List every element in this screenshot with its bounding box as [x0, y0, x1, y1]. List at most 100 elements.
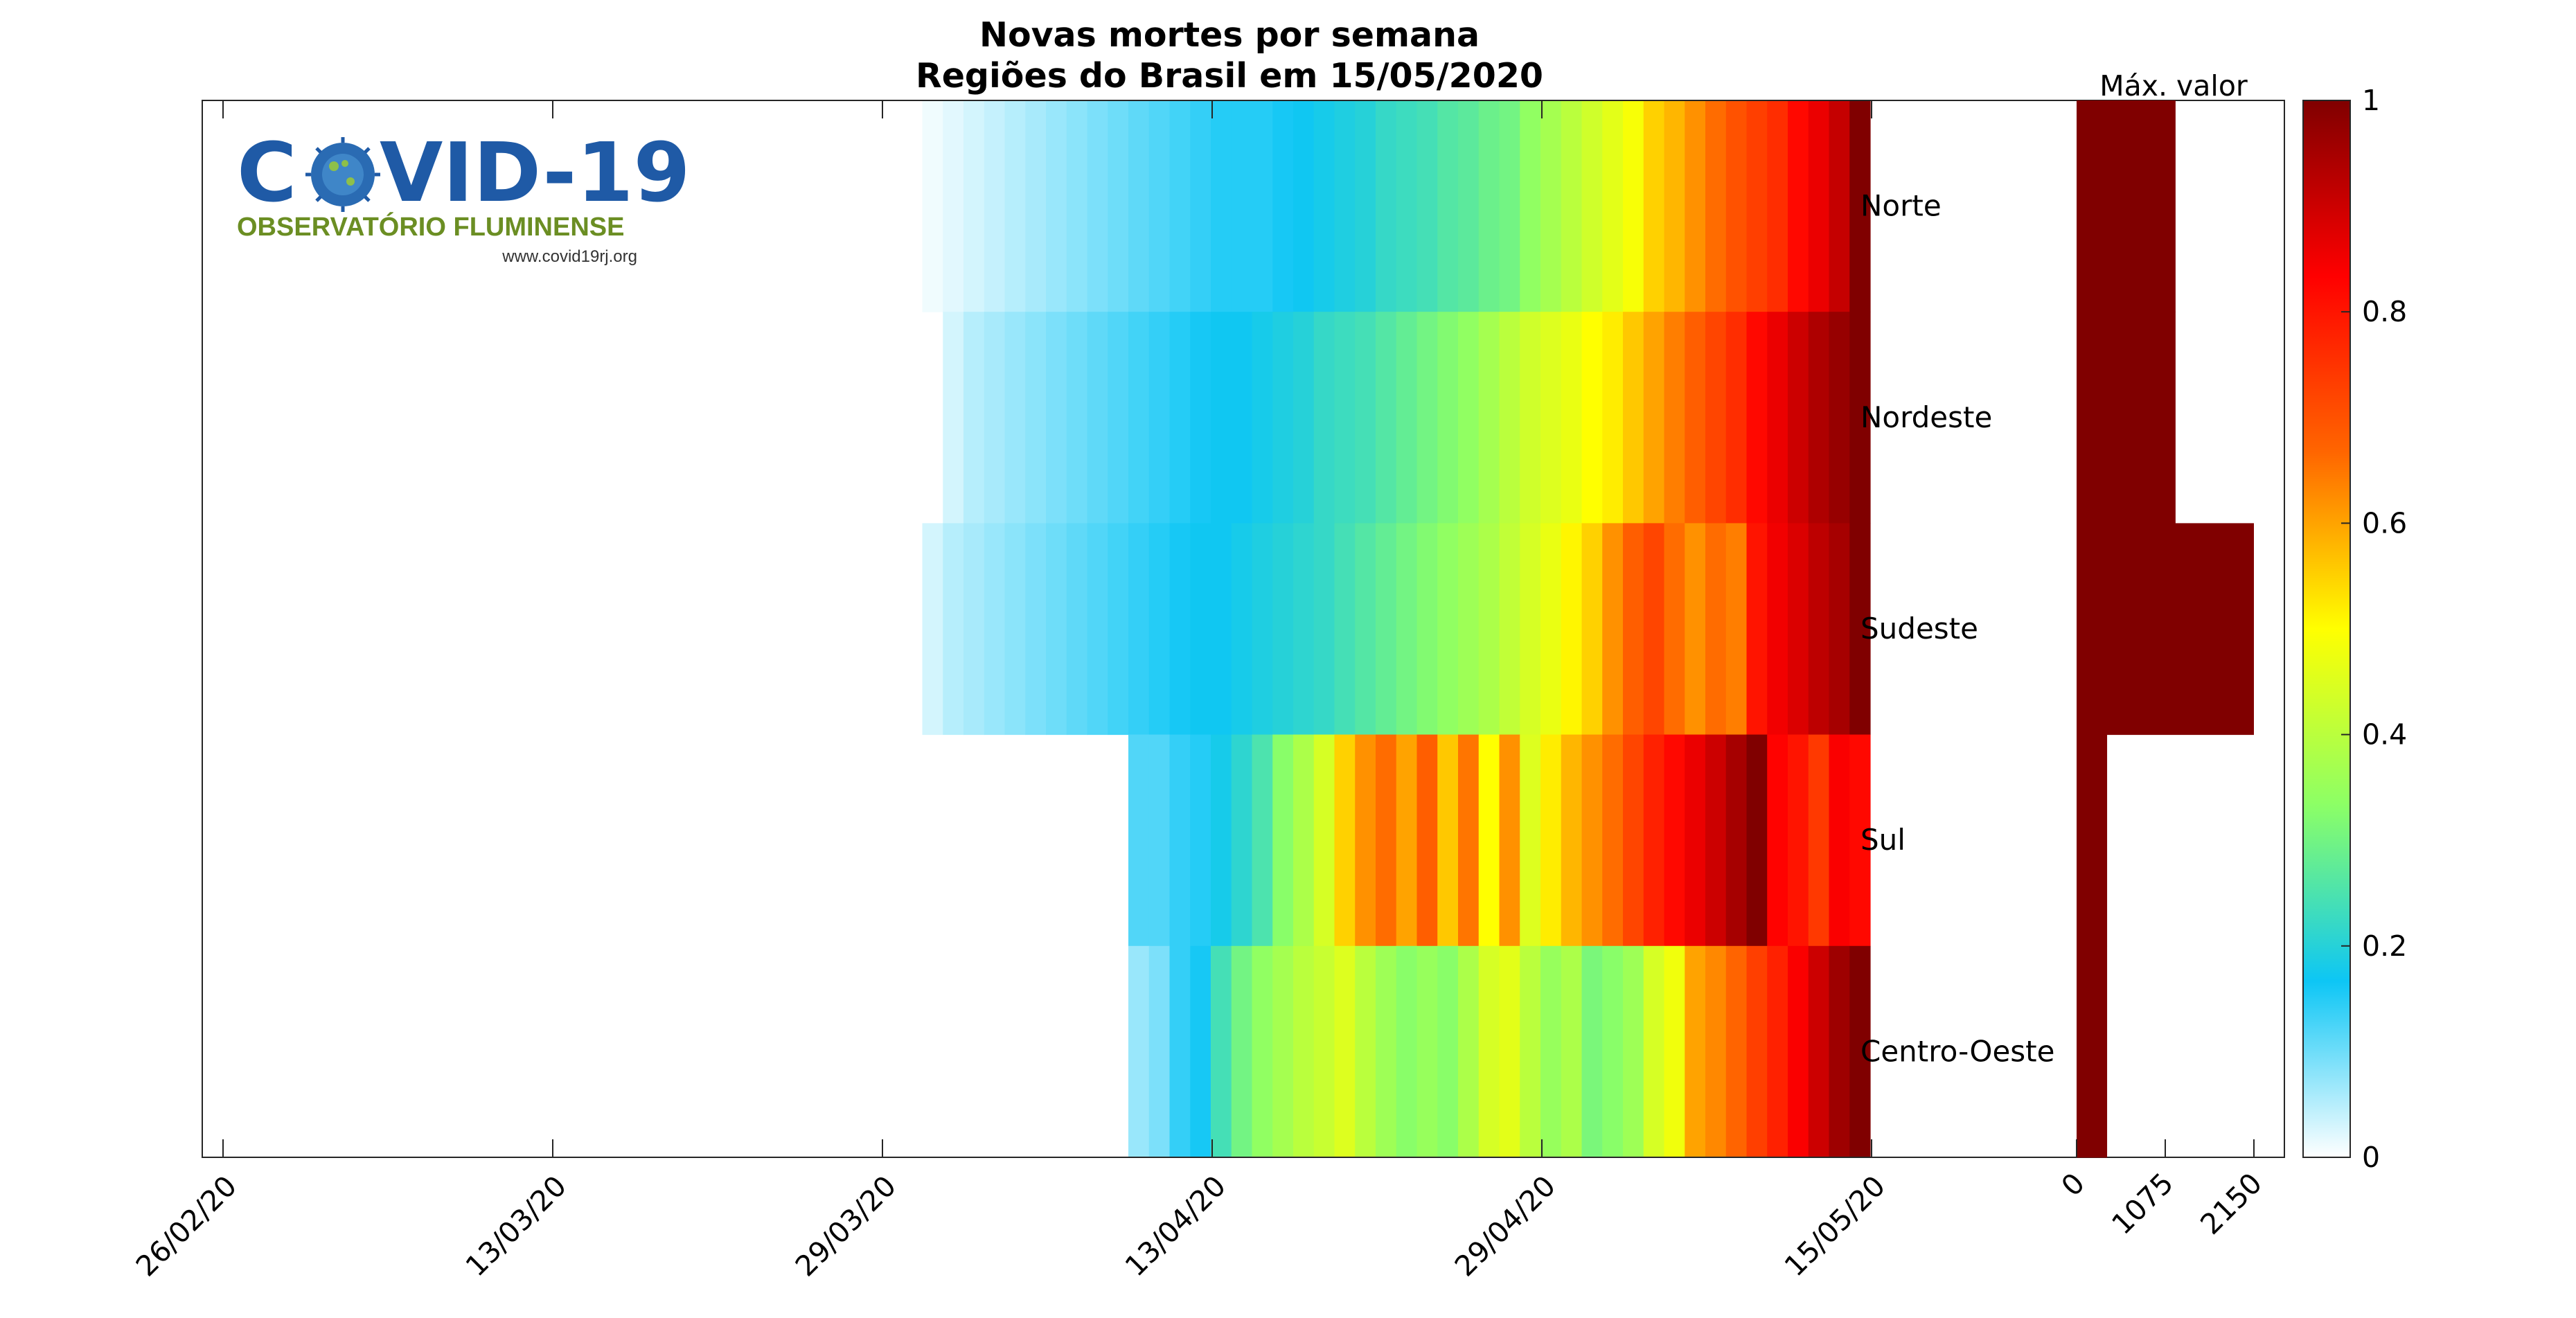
logo-title-right: VID-19 — [380, 125, 691, 220]
heatmap-cell — [1746, 100, 1768, 312]
heatmap-cell — [1829, 523, 1850, 736]
heatmap-cells — [922, 100, 1871, 1158]
heatmap-cell — [1355, 945, 1376, 1158]
heatmap-cell — [1746, 523, 1768, 736]
heatmap-cell — [1458, 945, 1480, 1158]
heatmap-cell — [1581, 945, 1603, 1158]
heatmap-cell — [1664, 312, 1685, 524]
x-tick-label: 29/03/20 — [789, 1169, 903, 1283]
heatmap-cell — [1520, 312, 1541, 524]
heatmap-cell — [943, 312, 964, 524]
heatmap-cell — [1499, 734, 1520, 947]
heatmap-cell — [1705, 523, 1727, 736]
heatmap-cell — [943, 523, 964, 736]
heatmap-cell — [1211, 523, 1232, 736]
colorbar-gradient — [2302, 100, 2351, 1158]
heatmap-cell — [1725, 523, 1748, 736]
heatmap-cell — [1725, 100, 1748, 312]
max-value-bar — [2077, 945, 2108, 1158]
heatmap-cell — [1211, 312, 1232, 524]
heatmap-cell — [984, 523, 1006, 736]
heatmap-cell — [1725, 734, 1748, 947]
heatmap-cell — [1396, 523, 1418, 736]
max-value-bar — [2077, 312, 2176, 524]
heatmap-cell — [963, 100, 985, 312]
heatmap-cell — [1355, 523, 1376, 736]
heatmap-cell — [1685, 523, 1706, 736]
heatmap-cell — [1376, 734, 1397, 947]
heatmap-cell — [1540, 523, 1562, 736]
heatmap-cell — [1376, 945, 1397, 1158]
heatmap-cell — [1520, 945, 1541, 1158]
heatmap-cell — [1849, 100, 1871, 312]
heatmap-cell — [1478, 734, 1500, 947]
heatmap-cell — [1808, 945, 1830, 1158]
heatmap-cell — [1396, 312, 1418, 524]
x-tick-label: 29/04/20 — [1448, 1169, 1562, 1283]
colorbar-tick-label: 0.6 — [2362, 506, 2407, 540]
heatmap-cell — [1252, 100, 1273, 312]
colorbar-tick-label: 1 — [2362, 84, 2380, 117]
colorbar-ticks: 0 0.2 0.4 0.6 0.8 1 — [2341, 84, 2407, 1174]
heatmap-cell — [1190, 945, 1211, 1158]
heatmap-row-label: Sudeste — [1860, 612, 1978, 645]
logo-url: www.covid19rj.org — [501, 247, 637, 266]
heatmap-row-label: Centro-Oeste — [1860, 1034, 2055, 1068]
heatmap-cell — [1623, 734, 1644, 947]
heatmap-cell — [1169, 312, 1191, 524]
heatmap-cell — [1664, 734, 1685, 947]
max-value-tick-label: 0 — [2055, 1166, 2091, 1202]
heatmap-cell — [1788, 734, 1809, 947]
heatmap-cell — [1334, 523, 1356, 736]
heatmap-cell — [1046, 312, 1067, 524]
heatmap-cell — [1004, 312, 1026, 524]
heatmap-cell — [1148, 100, 1171, 312]
heatmap-cell — [1252, 312, 1273, 524]
heatmap-cell — [1520, 100, 1541, 312]
heatmap-cell — [1561, 100, 1583, 312]
max-value-title: Máx. valor — [2099, 69, 2248, 103]
heatmap-cell — [1767, 734, 1788, 947]
heatmap-cell — [1602, 312, 1624, 524]
heatmap-cell — [1376, 100, 1397, 312]
heatmap-cell — [1788, 945, 1809, 1158]
heatmap-cell — [1725, 312, 1748, 524]
covid19-logo: C VID-19 OBSERVATÓRIO FLUMINENSE www.cov… — [237, 125, 691, 266]
heatmap-cell — [1128, 945, 1150, 1158]
heatmap-cell — [1478, 312, 1500, 524]
heatmap-cell — [1788, 100, 1809, 312]
heatmap-cell — [1808, 100, 1830, 312]
heatmap-cell — [1231, 734, 1253, 947]
heatmap-cell — [1025, 100, 1047, 312]
heatmap-cell — [1602, 734, 1624, 947]
heatmap-cell — [1128, 734, 1150, 947]
heatmap-cell — [1437, 734, 1459, 947]
heatmap-cell — [1499, 100, 1520, 312]
heatmap-cell — [1169, 523, 1191, 736]
heatmap-cell — [1148, 523, 1171, 736]
heatmap-cell — [1148, 734, 1171, 947]
heatmap-cell — [1478, 523, 1500, 736]
heatmap-cell — [1623, 312, 1644, 524]
heatmap-cell — [1808, 312, 1830, 524]
x-tick-label: 13/04/20 — [1119, 1169, 1232, 1283]
heatmap-cell — [1004, 523, 1026, 736]
heatmap-frame — [202, 100, 2285, 1158]
heatmap-cell — [1788, 312, 1809, 524]
heatmap-cell — [1725, 945, 1748, 1158]
heatmap-cell — [984, 312, 1006, 524]
heatmap-cell — [1561, 945, 1583, 1158]
heatmap-cell — [1396, 945, 1418, 1158]
heatmap-row-label: Nordeste — [1860, 400, 1992, 434]
heatmap-cell — [1643, 312, 1665, 524]
heatmap-cell — [1148, 945, 1171, 1158]
heatmap-cell — [1211, 945, 1232, 1158]
colorbar-tick-label: 0.2 — [2362, 929, 2407, 963]
x-tick-label: 15/05/20 — [1778, 1169, 1892, 1283]
heatmap-cell — [1272, 523, 1294, 736]
heatmap-cell — [1602, 523, 1624, 736]
heatmap-cell — [1685, 312, 1706, 524]
heatmap-cell — [1808, 734, 1830, 947]
heatmap-cell — [1829, 100, 1850, 312]
heatmap-cell — [1705, 945, 1727, 1158]
